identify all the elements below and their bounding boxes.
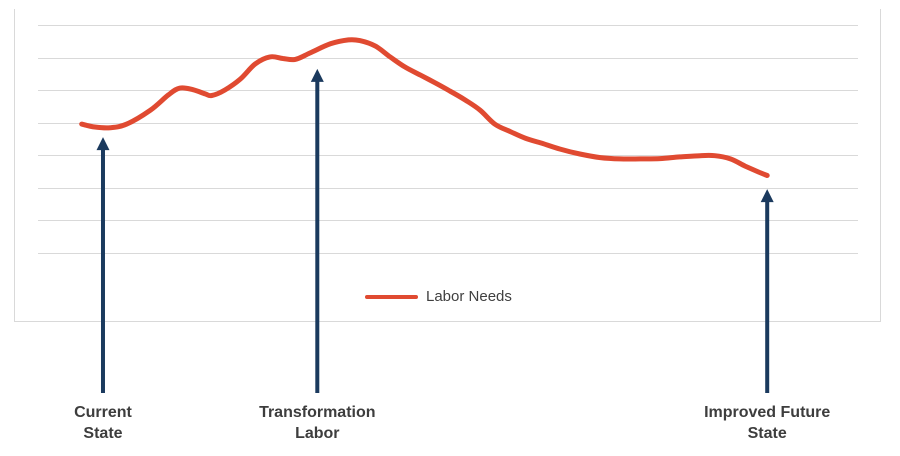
legend: Labor Needs — [365, 288, 512, 306]
legend-line-swatch — [365, 295, 418, 299]
gridline — [38, 57, 858, 59]
gridline — [38, 90, 858, 91]
gridline — [38, 220, 858, 221]
annotation-label-current-state: Current State — [74, 404, 132, 442]
gridline — [38, 252, 858, 254]
gridline — [38, 187, 858, 189]
annotation-label-transformation-labor: Transformation Labor — [259, 404, 376, 442]
chart-border-box — [14, 9, 881, 322]
legend-label: Labor Needs — [426, 288, 512, 305]
gridline — [38, 155, 858, 156]
annotation-label-improved-future-state: Improved Future State — [704, 404, 831, 442]
gridline — [38, 122, 858, 124]
gridline — [38, 25, 858, 26]
